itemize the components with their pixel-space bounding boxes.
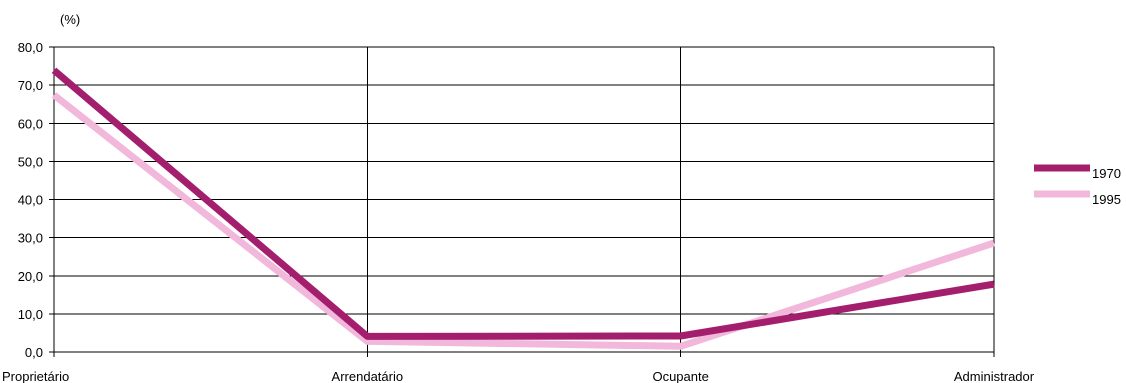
y-tick-label: 80,0 — [18, 40, 43, 55]
y-tick-label: 20,0 — [18, 269, 43, 284]
x-axis-ticks: Proprietário Arrendatário Ocupante Administ… — [2, 369, 1035, 383]
y-axis-unit-label: (%) — [60, 12, 80, 27]
legend: 1970 1995 — [1034, 164, 1121, 207]
y-tick-label: 0,0 — [25, 345, 43, 360]
x-tick-label: Ocupante — [652, 369, 708, 383]
y-axis-ticks: 0,0 10,0 20,0 30,0 40,0 50,0 60,0 70,0 80,0 — [18, 40, 54, 360]
y-tick-label: 30,0 — [18, 231, 43, 246]
y-tick-label: 70,0 — [18, 78, 43, 93]
y-tick-label: 50,0 — [18, 154, 43, 169]
x-tick-label: Proprietário — [2, 369, 69, 383]
y-tick-label: 60,0 — [18, 116, 43, 131]
legend-label-1970: 1970 — [1092, 166, 1121, 181]
series-lines — [51, 67, 996, 350]
series-line-1970 — [51, 67, 995, 340]
x-tick-label: Arrendatário — [332, 369, 404, 383]
legend-label-1995: 1995 — [1092, 192, 1121, 207]
y-tick-label: 40,0 — [18, 193, 43, 208]
series-line-1995 — [51, 92, 996, 350]
plot-grid — [53, 46, 995, 357]
y-tick-label: 10,0 — [18, 307, 43, 322]
x-tick-label: Administrador — [954, 369, 1035, 383]
